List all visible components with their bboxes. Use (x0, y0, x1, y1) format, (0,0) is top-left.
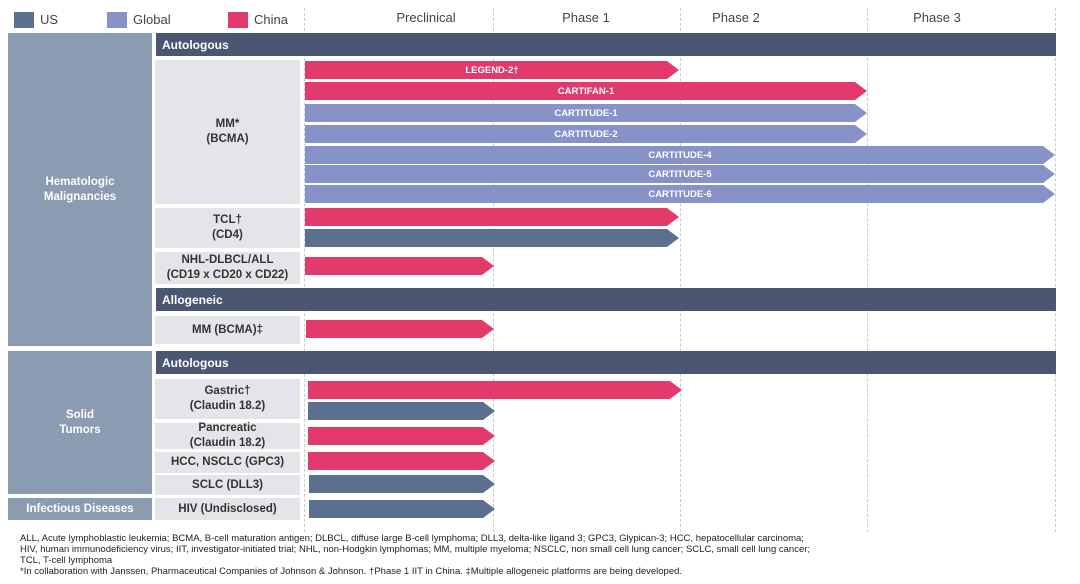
indication-mm-allo: MM (BCMA)‡ (155, 316, 300, 344)
indication-mm-bcma: MM* (BCMA) (155, 60, 300, 204)
program-label: CARTITUDE-5 (648, 168, 712, 180)
program-label: CARTITUDE-1 (554, 107, 618, 119)
program-label: CARTITUDE-6 (648, 188, 712, 200)
phase-header-phase3: Phase 3 (913, 10, 961, 25)
phase-divider (493, 8, 494, 532)
program-bar (306, 320, 494, 338)
phase-header-phase2: Phase 2 (712, 10, 760, 25)
legend-label-global: Global (133, 12, 171, 27)
phase-divider (680, 8, 681, 532)
indication-pancreatic: Pancreatic (Claudin 18.2) (155, 422, 300, 449)
program-bar: CARTITUDE-2 (305, 125, 867, 143)
footnote-abbreviations-1: ALL, Acute lymphoblastic leukemia; BCMA,… (20, 533, 804, 544)
indication-hiv: HIV (Undisclosed) (155, 498, 300, 520)
legend-label-us: US (40, 12, 59, 27)
program-label: CARTITUDE-4 (648, 149, 712, 161)
indication-sclc: SCLC (DLL3) (155, 475, 300, 495)
footnote-abbreviations-3: TCL, T-cell lymphoma (20, 555, 113, 566)
band-allogeneic: Allogeneic (156, 288, 1056, 311)
category-hematologic: Hematologic Malignancies (8, 33, 152, 346)
legend-swatch-us (14, 12, 34, 28)
category-solid-tumors: Solid Tumors (8, 351, 152, 494)
program-bar (308, 427, 495, 445)
legend-label-china: China (254, 12, 288, 27)
phase-header-preclinical: Preclinical (396, 10, 456, 25)
indication-hcc-nsclc: HCC, NSCLC (GPC3) (155, 452, 300, 473)
program-bar: CARTITUDE-6 (305, 185, 1055, 203)
program-label: CARTIFAN-1 (557, 85, 615, 97)
program-label: LEGEND-2† (465, 64, 519, 76)
indication-nhl: NHL-DLBCL/ALL (CD19 x CD20 x CD22) (155, 252, 300, 284)
program-bar (308, 452, 495, 470)
footnote-notes: *In collaboration with Janssen, Pharmace… (20, 566, 683, 577)
program-bar (308, 402, 495, 420)
program-bar (309, 500, 495, 518)
indication-gastric: Gastric† (Claudin 18.2) (155, 379, 300, 419)
program-bar (309, 475, 495, 493)
legend-swatch-global (107, 12, 127, 28)
program-bar (305, 257, 494, 275)
program-bar: CARTITUDE-5 (305, 165, 1055, 183)
band-autologous: Autologous (156, 33, 1056, 56)
legend-swatch-china (228, 12, 248, 28)
program-bar: LEGEND-2† (305, 61, 679, 79)
phase-header-phase1: Phase 1 (562, 10, 610, 25)
indication-tcl: TCL† (CD4) (155, 208, 300, 248)
program-bar: CARTITUDE-1 (305, 104, 867, 122)
phase-divider (1055, 8, 1056, 532)
program-bar (305, 208, 679, 226)
program-bar (308, 381, 682, 399)
footnote-abbreviations-2: HIV, human immunodeficiency virus; IIT, … (20, 544, 811, 555)
program-bar (305, 229, 679, 247)
program-bar: CARTITUDE-4 (305, 146, 1055, 164)
category-infectious: Infectious Diseases (8, 498, 152, 520)
program-label: CARTITUDE-2 (554, 128, 618, 140)
phase-divider (867, 8, 868, 532)
program-bar: CARTIFAN-1 (305, 82, 867, 100)
band-autologous: Autologous (156, 351, 1056, 374)
phase-divider (304, 8, 305, 532)
